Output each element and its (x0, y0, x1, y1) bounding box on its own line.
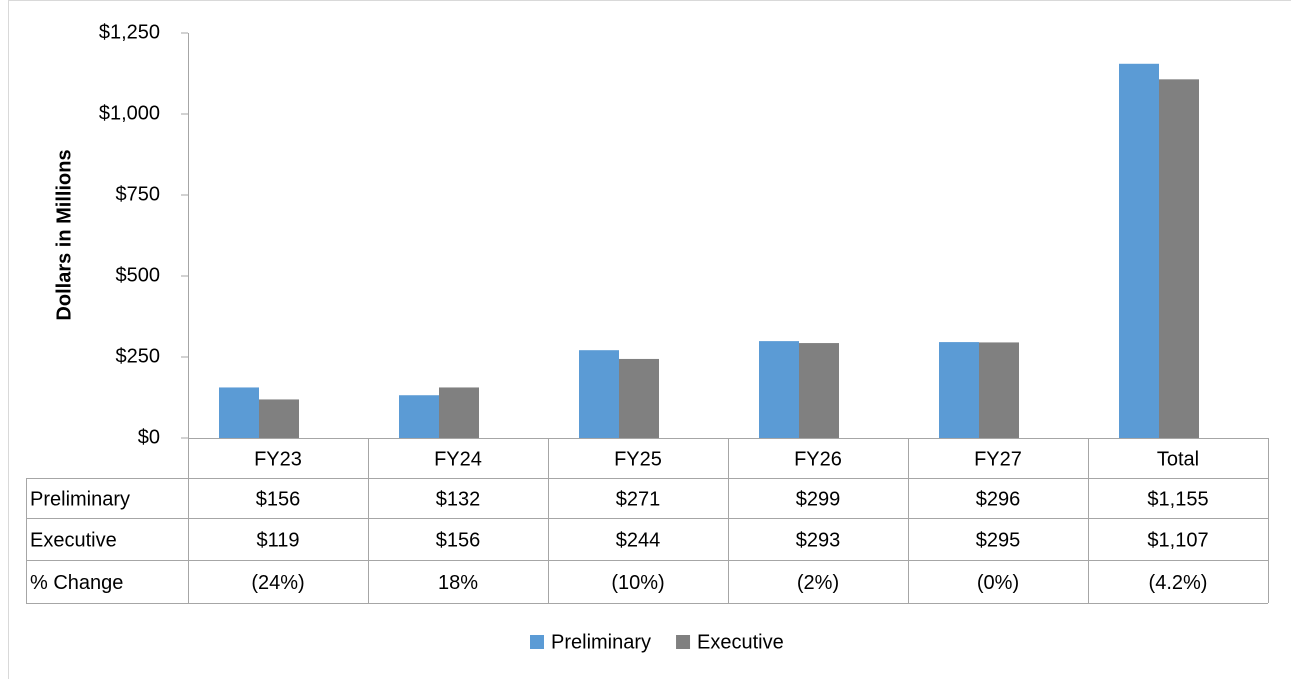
bar (619, 358, 659, 438)
bar (939, 342, 979, 438)
value-label: $295 (976, 529, 1021, 551)
value-label: $296 (976, 488, 1021, 510)
value-label: $1,155 (1147, 488, 1208, 510)
row-label: Preliminary (30, 488, 130, 510)
category-label: Total (1157, 448, 1199, 470)
value-label: $119 (256, 529, 299, 551)
category-label: FY24 (434, 448, 482, 470)
value-label: $244 (616, 529, 661, 551)
category-label: FY26 (794, 448, 842, 470)
change-label: (10%) (611, 572, 664, 594)
change-label: (0%) (977, 572, 1019, 594)
legend-swatch (676, 635, 691, 649)
bar (799, 343, 839, 438)
bar (979, 342, 1019, 438)
y-tick-label: $750 (116, 183, 161, 205)
row-label: % Change (30, 572, 123, 594)
bar (1159, 79, 1199, 438)
value-label: $293 (796, 529, 841, 551)
bar (439, 387, 479, 438)
bar (759, 341, 799, 438)
category-label: FY25 (614, 448, 662, 470)
change-label: (4.2%) (1149, 572, 1208, 594)
value-label: $132 (436, 488, 481, 510)
legend-label: Preliminary (551, 631, 651, 653)
y-axis-label: Dollars in Millions (53, 149, 75, 320)
category-label: FY27 (974, 448, 1022, 470)
value-label: $1,107 (1147, 529, 1208, 551)
row-label: Executive (30, 529, 117, 551)
legend-swatch (530, 635, 544, 649)
value-label: $156 (436, 529, 481, 551)
y-tick-label: $250 (116, 345, 161, 367)
change-label: (2%) (797, 572, 839, 594)
change-label: 18% (438, 572, 478, 594)
category-label: FY23 (254, 448, 302, 470)
value-label: $156 (256, 488, 301, 510)
value-label: $299 (796, 488, 841, 510)
y-tick-label: $1,000 (99, 102, 160, 124)
y-tick-label: $0 (138, 426, 160, 448)
bar (219, 387, 259, 438)
bar (579, 350, 619, 438)
bar (399, 395, 439, 438)
y-tick-label: $1,250 (99, 21, 160, 43)
bar (259, 399, 299, 438)
legend-label: Executive (697, 631, 784, 653)
y-tick-label: $500 (116, 264, 161, 286)
value-label: $271 (616, 488, 661, 510)
change-label: (24%) (251, 572, 304, 594)
bar (1119, 63, 1159, 438)
